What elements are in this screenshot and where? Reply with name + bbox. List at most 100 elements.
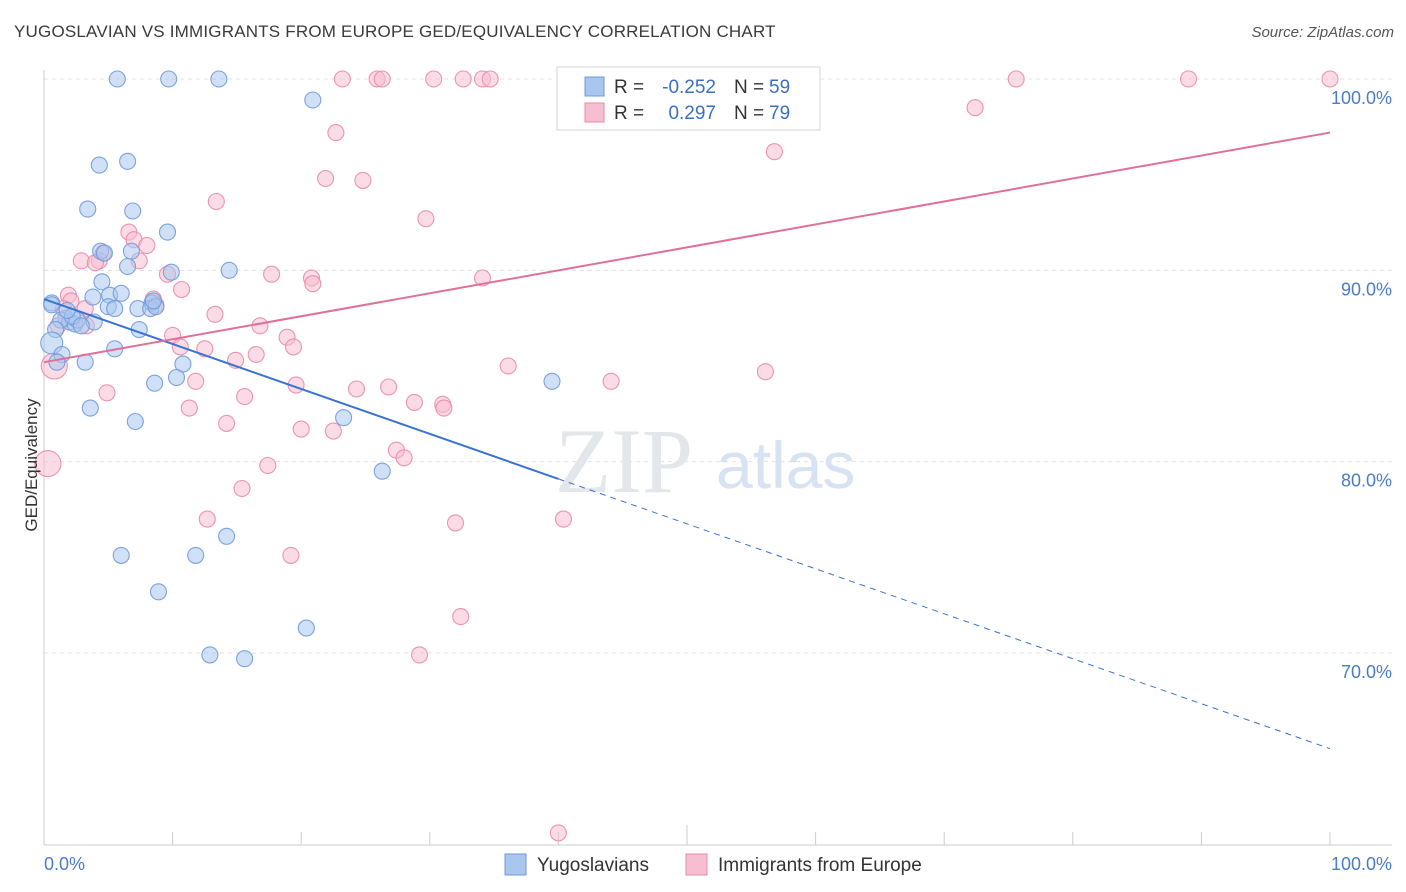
immigrant-point-74: [282, 546, 300, 564]
legend-box: R = -0.252 N = 59 R = 0.297 N = 79: [556, 66, 821, 131]
legend-r-label-1: R =: [614, 103, 644, 124]
bottom-legend: Yugoslavians Immigrants from Europe: [504, 853, 922, 876]
yugoslavian-point-10: [95, 244, 113, 262]
yugoslavian-point-23: [144, 292, 162, 310]
immigrant-point-68: [34, 450, 62, 478]
legend-swatch-yugoslavians: [584, 76, 605, 97]
immigrant-point-12: [966, 99, 984, 117]
immigrant-point-15: [354, 171, 372, 189]
yugoslavian-point-15: [84, 288, 102, 306]
immigrants-trend-line: [43, 131, 1331, 364]
yugoslavian-point-56: [122, 242, 140, 260]
yugoslavian-point-6: [79, 200, 97, 218]
immigrant-point-29: [304, 275, 322, 293]
yugoslavian-point-2: [210, 70, 228, 88]
yugoslavian-trend-extension: [558, 478, 1331, 750]
immigrant-point-23: [72, 252, 90, 270]
yugoslavian-point-47: [218, 527, 236, 545]
immigrant-point-51: [756, 363, 774, 381]
yugoslavian-point-58: [72, 317, 90, 335]
immigrant-point-27: [263, 265, 281, 283]
immigrant-point-67: [395, 449, 413, 467]
bottom-legend-swatch-yugoslavians: [504, 853, 527, 876]
y-tick-label-90: 90.0%: [1341, 279, 1392, 299]
watermark: ZIP atlas: [555, 410, 855, 512]
immigrant-point-70: [233, 479, 251, 498]
immigrant-point-16: [765, 143, 783, 161]
immigrant-point-34: [173, 280, 191, 299]
yugoslavian-point-44: [126, 412, 144, 431]
yugoslavian-point-5: [119, 152, 137, 170]
immigrant-point-48: [247, 345, 265, 364]
immigrant-point-73: [554, 510, 573, 528]
yugoslavian-point-49: [187, 546, 205, 564]
immigrant-point-60: [405, 393, 423, 411]
yugoslavian-point-1: [160, 70, 178, 88]
immigrant-point-63: [218, 414, 236, 432]
yugoslavian-point-53: [236, 650, 254, 668]
legend-n-value-1: 79: [769, 103, 790, 124]
yugoslavian-point-25: [106, 300, 124, 318]
x-tick-label-100: 100.0%: [1331, 854, 1392, 874]
immigrant-point-4: [454, 70, 472, 88]
immigrant-point-58: [236, 388, 254, 406]
immigrant-point-59: [180, 399, 198, 417]
bottom-legend-swatch-immigrants: [685, 853, 708, 876]
tick-labels: 70.0% 80.0% 90.0% 100.0% 0.0% 100.0%: [44, 88, 1392, 874]
yugoslavian-point-0: [108, 70, 126, 88]
immigrant-point-65: [324, 422, 342, 440]
legend-r-label-0: R =: [614, 77, 644, 98]
immigrant-point-10: [1179, 70, 1198, 88]
immigrant-point-62: [435, 399, 453, 417]
immigrant-point-57: [602, 372, 620, 390]
yugoslavian-point-7: [124, 202, 142, 220]
immigrant-point-2: [373, 70, 391, 88]
yugoslavian-trend-line: [43, 298, 559, 480]
immigrant-point-39: [251, 317, 269, 335]
yugoslavian-point-48: [112, 546, 130, 564]
legend-n-value-0: 59: [769, 77, 790, 98]
watermark-zip: ZIP: [555, 410, 693, 512]
immigrant-point-30: [473, 269, 492, 287]
immigrant-point-38: [206, 305, 224, 323]
yugoslavian-point-18: [112, 284, 130, 302]
immigrant-point-18: [417, 210, 435, 228]
immigrant-point-14: [317, 169, 335, 188]
chart-source: Source: ZipAtlas.com: [1251, 24, 1394, 41]
watermark-atlas: atlas: [716, 428, 855, 502]
immigrant-point-56: [380, 378, 398, 396]
yugoslavian-point-13: [220, 261, 238, 279]
immigrant-point-75: [452, 608, 470, 626]
yugoslavian-point-42: [543, 372, 561, 390]
immigrant-point-53: [98, 384, 116, 402]
immigrant-point-77: [549, 824, 567, 842]
yugoslavian-point-3: [304, 91, 322, 109]
bottom-legend-label-yugoslavians: Yugoslavians: [537, 855, 649, 876]
immigrant-point-3: [425, 70, 443, 88]
legend-n-label-0: N =: [734, 77, 764, 98]
yugoslavian-point-4: [90, 156, 108, 174]
immigrant-point-44: [284, 338, 303, 356]
y-tick-label-100: 100.0%: [1331, 88, 1392, 108]
yugoslavian-point-45: [335, 409, 353, 427]
yugoslavian-point-43: [81, 399, 99, 417]
immigrant-point-76: [410, 646, 429, 664]
trend-lines: [43, 131, 1331, 750]
yugoslavian-point-36: [48, 353, 66, 371]
immigrant-point-21: [138, 236, 156, 255]
yugoslavian-point-52: [201, 646, 219, 664]
immigrant-point-9: [1007, 70, 1025, 88]
y-axis-label: GED/Equivalency: [22, 398, 41, 532]
legend-swatch-immigrants: [584, 102, 605, 123]
immigrant-point-11: [1321, 70, 1339, 88]
immigrant-point-13: [327, 124, 345, 142]
immigrant-point-55: [347, 380, 366, 398]
bottom-legend-label-immigrants: Immigrants from Europe: [718, 855, 922, 876]
immigrant-point-71: [198, 510, 216, 528]
yugoslavian-point-40: [167, 368, 186, 387]
immigrant-point-52: [187, 372, 205, 390]
yugoslavian-point-41: [146, 374, 164, 392]
legend-r-value-1: 0.297: [668, 103, 716, 124]
yugoslavian-point-8: [158, 223, 177, 241]
immigrant-point-72: [446, 514, 465, 532]
